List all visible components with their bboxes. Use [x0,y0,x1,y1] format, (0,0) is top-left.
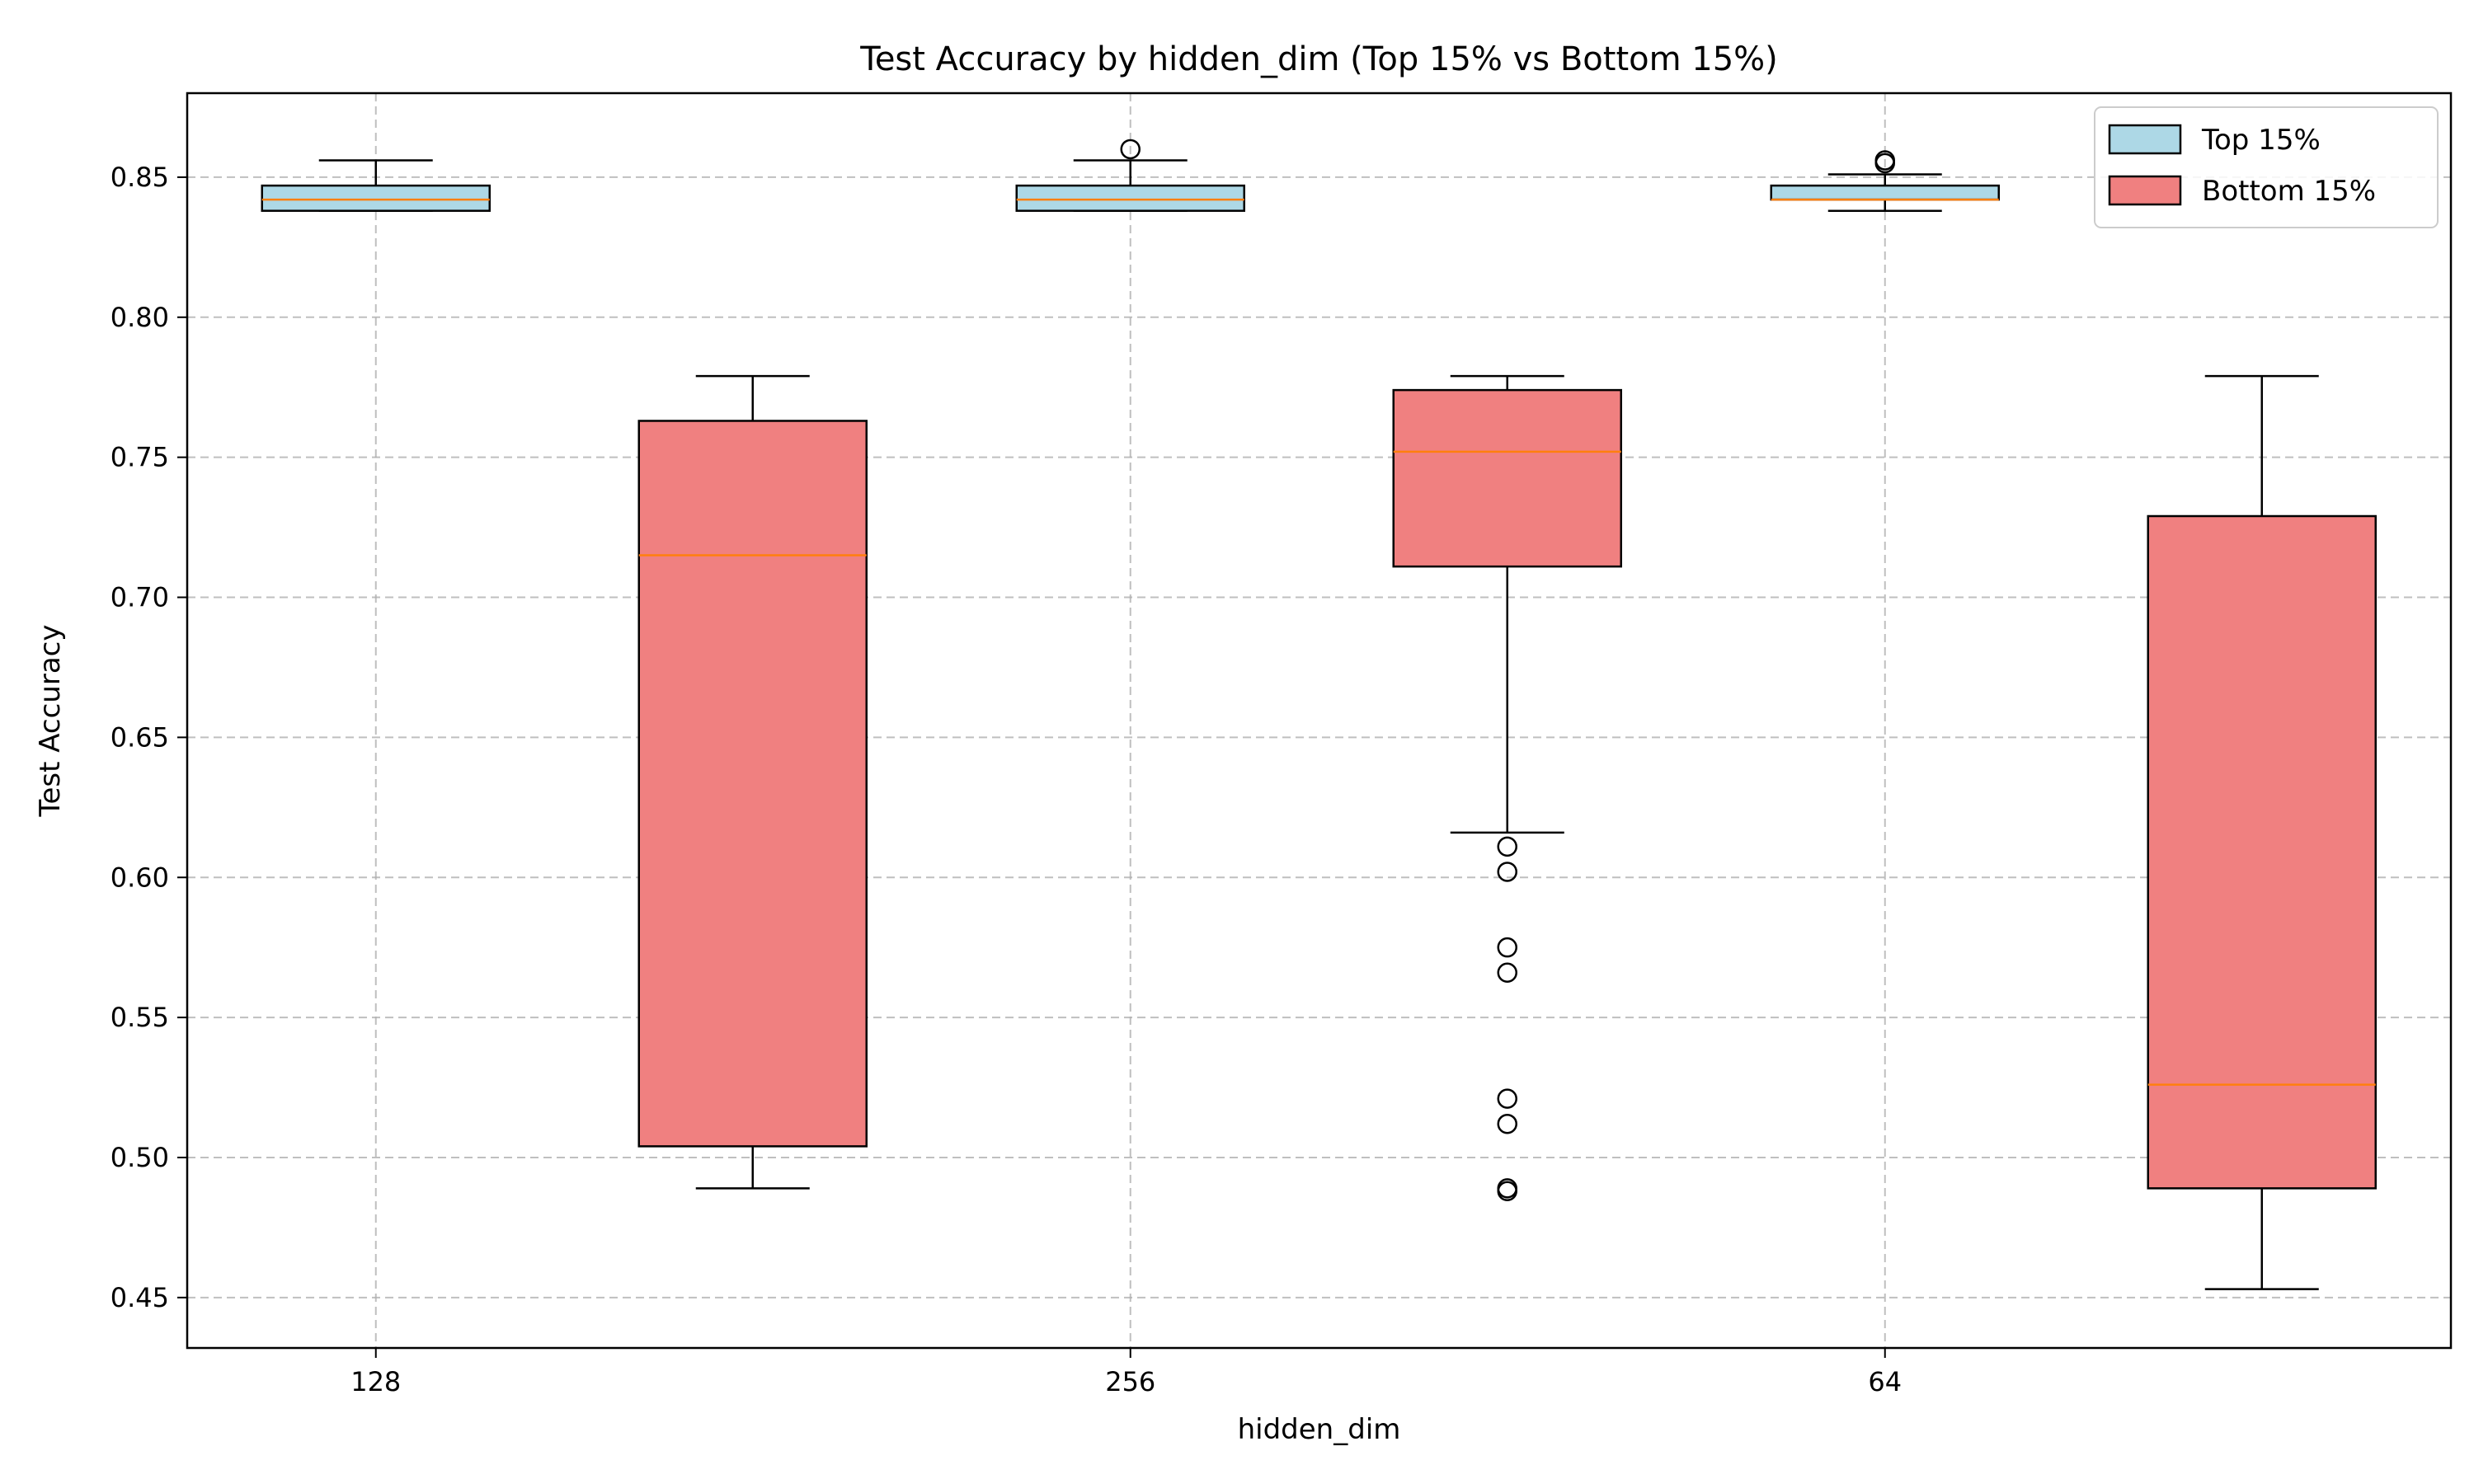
y-tick-label: 0.85 [111,162,169,193]
legend-swatch [2108,124,2182,155]
x-tick-label: 256 [1105,1366,1155,1397]
box-body [1392,388,1622,568]
outlier-point [1497,1088,1517,1109]
box-body [1770,184,2000,201]
y-tick-label: 0.65 [111,721,169,753]
y-tick-label: 0.75 [111,442,169,473]
boxes [261,139,2377,1290]
y-tick-label: 0.45 [111,1282,169,1313]
y-tick-label: 0.50 [111,1142,169,1173]
y-tick-label: 0.60 [111,862,169,893]
box-bottom-15--256 [1392,374,1622,1201]
axes: 0.45 0.50 0.55 0.60 0.65 0.70 0.75 0.80 0.85 128 2… [111,162,1902,1397]
box-bottom-15--128 [637,374,868,1190]
box-top-15--64 [1770,150,2000,212]
box-body [261,184,491,212]
box-top-15--128 [261,159,491,212]
outlier-point [1497,862,1517,882]
outlier-point [1497,962,1517,984]
legend-label: Top 15% [2201,124,2321,157]
y-tick-label: 0.55 [111,1002,169,1033]
chart-title: Test Accuracy by hidden_dim (Top 15% vs … [859,40,1778,78]
legend-label: Bottom 15% [2202,175,2376,208]
box-body [2147,514,2377,1190]
outlier-point [1120,139,1141,160]
box-bottom-15--64 [2147,374,2377,1290]
x-axis-title: hidden_dim [1238,1413,1401,1446]
y-tick-label: 0.70 [111,582,169,613]
y-tick-label: 0.80 [111,302,169,333]
plot-frame [186,92,2453,1350]
legend: Top 15% Bottom 15% [2094,106,2439,228]
y-axis-title: Test Accuracy [34,625,67,818]
x-tick-label: 64 [1868,1366,1902,1397]
box-body [637,420,868,1148]
outlier-point [1874,153,1895,174]
outlier-point [1497,1181,1517,1201]
box-top-15--256 [1015,139,1245,212]
outlier-point [1497,937,1517,958]
box-body [1015,184,1245,212]
outlier-point [1497,1113,1517,1134]
grid [187,93,2451,1348]
x-tick-label: 128 [350,1366,401,1397]
outlier-point [1497,836,1517,857]
legend-swatch [2108,175,2182,206]
